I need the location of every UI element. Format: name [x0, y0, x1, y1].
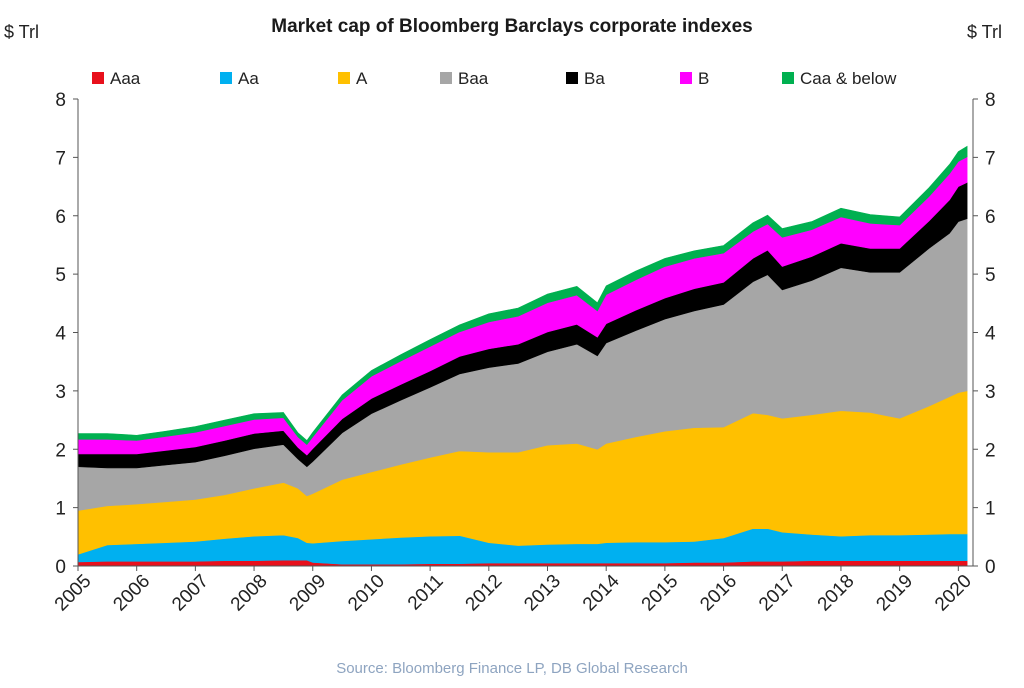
right-tick-label: 1	[985, 499, 996, 520]
chart-title: Market cap of Bloomberg Barclays corpora…	[271, 16, 753, 37]
legend-swatch	[566, 72, 578, 84]
left-tick-label: 0	[55, 557, 66, 578]
chart-source: Source: Bloomberg Finance LP, DB Global …	[336, 660, 688, 677]
left-tick-label: 7	[55, 148, 66, 169]
x-tick-label: 2007	[168, 571, 213, 616]
legend-label: Baa	[458, 69, 489, 88]
legend-swatch	[92, 72, 104, 84]
legend-label: Ba	[584, 69, 605, 88]
x-tick-label: 2008	[227, 571, 272, 616]
right-axis-unit: $ Trl	[966, 22, 1002, 42]
x-tick-label: 2009	[286, 571, 331, 616]
x-tick-label: 2019	[872, 571, 917, 616]
x-tick-label: 2014	[579, 570, 624, 615]
right-tick-label: 8	[985, 90, 996, 111]
x-tick-label: 2011	[404, 571, 448, 615]
left-axis-unit: $ Trl	[4, 22, 40, 42]
left-tick-label: 3	[55, 382, 66, 403]
x-tick-label: 2016	[696, 571, 741, 616]
x-tick-label: 2006	[109, 571, 154, 616]
legend-swatch	[782, 72, 794, 84]
right-tick-label: 2	[985, 440, 996, 461]
left-tick-label: 5	[55, 265, 66, 286]
legend-label: Aa	[238, 69, 259, 88]
area-caa-below	[77, 145, 968, 446]
right-tick-label: 7	[985, 148, 996, 169]
legend-swatch	[220, 72, 232, 84]
x-tick-label: 2017	[755, 571, 800, 616]
left-tick-label: 2	[55, 440, 66, 461]
legend-swatch	[680, 72, 692, 84]
x-tick-label: 2018	[814, 571, 859, 616]
right-tick-label: 0	[985, 557, 996, 578]
legend-label: A	[356, 69, 368, 88]
x-tick-label: 2013	[520, 571, 565, 616]
x-tick-label: 2010	[344, 571, 389, 616]
legend-swatch	[338, 72, 350, 84]
x-tick-label: 2015	[638, 571, 683, 616]
legend-swatch	[440, 72, 452, 84]
x-tick-label: 2012	[462, 571, 507, 616]
legend-label: Aaa	[110, 69, 141, 88]
legend-label: Caa & below	[800, 69, 897, 88]
left-tick-label: 4	[55, 324, 66, 345]
left-tick-label: 8	[55, 90, 66, 111]
right-tick-label: 5	[985, 265, 996, 286]
x-tick-label: 2020	[931, 571, 976, 616]
left-tick-label: 6	[55, 207, 66, 228]
legend-label: B	[698, 69, 709, 88]
right-tick-label: 3	[985, 382, 996, 403]
right-tick-label: 4	[985, 324, 996, 345]
right-tick-label: 6	[985, 207, 996, 228]
left-tick-label: 1	[55, 499, 66, 520]
